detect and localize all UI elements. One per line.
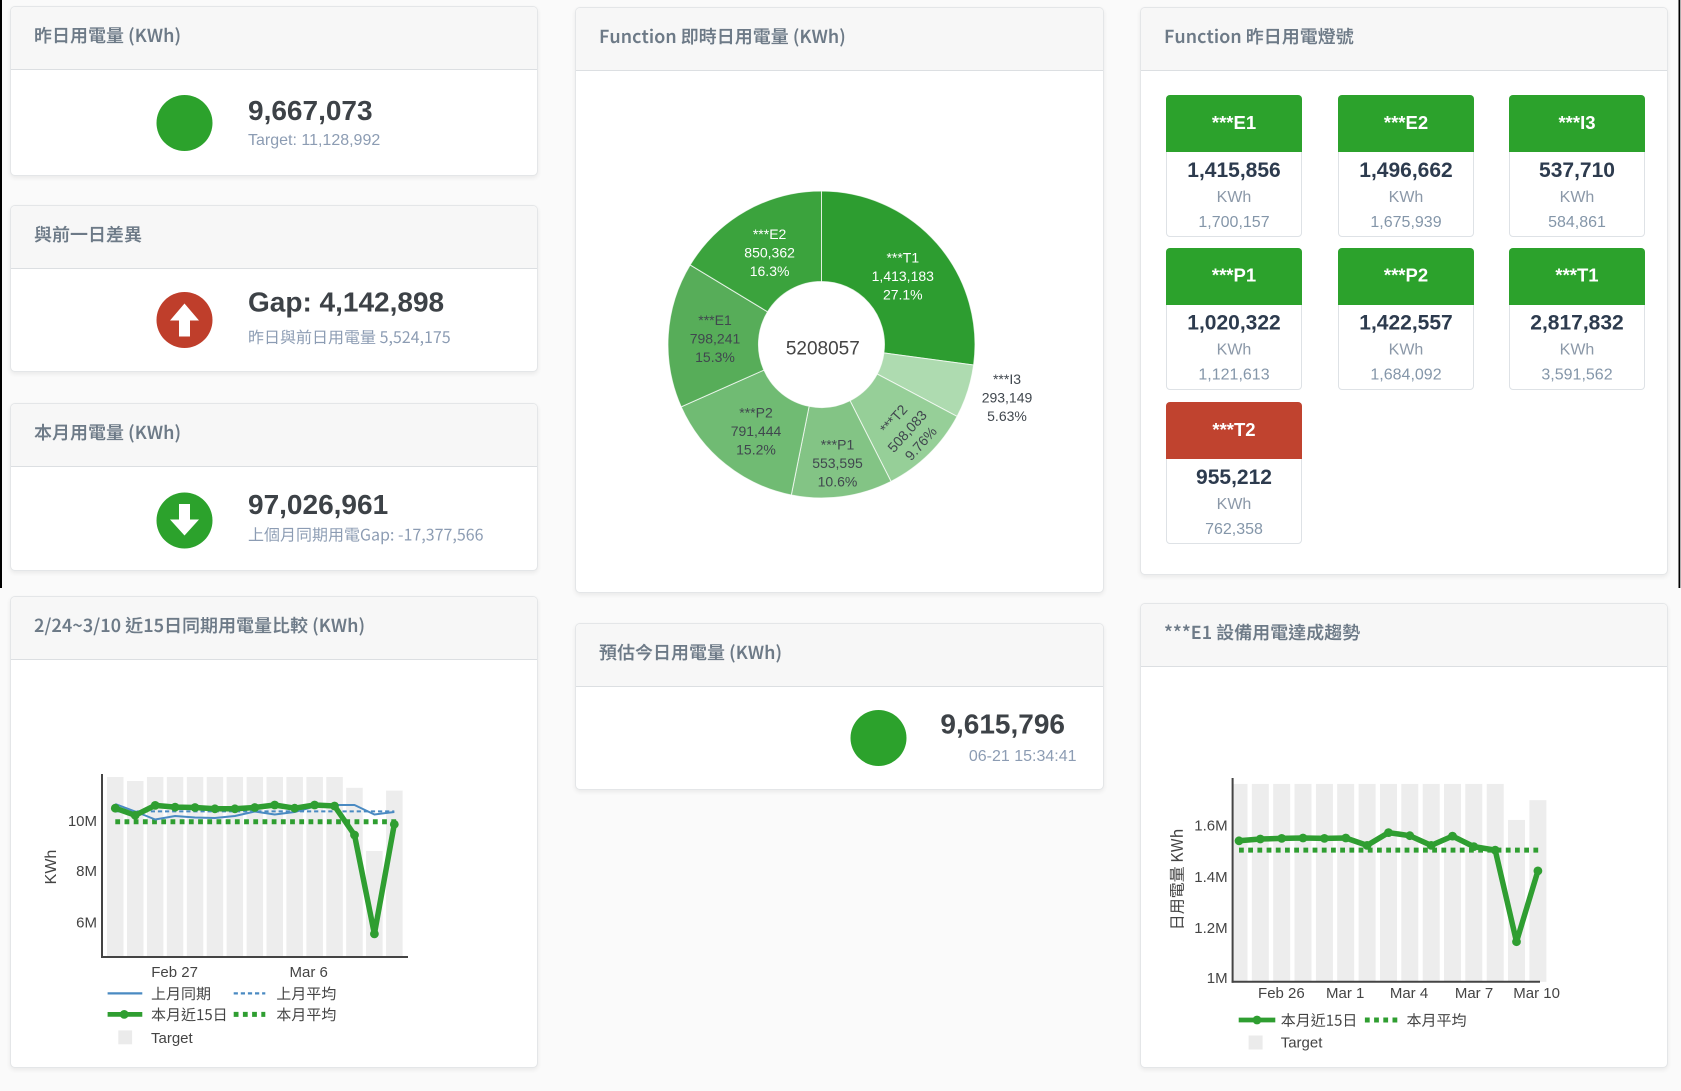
svg-text:KWh: KWh	[1389, 189, 1424, 206]
svg-text:15.3%: 15.3%	[695, 349, 735, 365]
svg-text:***E2: ***E2	[753, 226, 787, 242]
svg-text:KWh: KWh	[1560, 342, 1595, 359]
svg-text:1,700,157: 1,700,157	[1198, 214, 1269, 231]
svg-text:***P2: ***P2	[1384, 265, 1428, 286]
svg-text:762,358: 762,358	[1205, 521, 1263, 538]
svg-text:1.2M: 1.2M	[1194, 920, 1227, 937]
svg-text:1,413,183: 1,413,183	[872, 268, 934, 284]
svg-text:1,121,613: 1,121,613	[1198, 367, 1269, 384]
svg-text:Target: Target	[1281, 1035, 1324, 1052]
svg-text:Mar 1: Mar 1	[1326, 985, 1364, 1002]
svg-text:KWh: KWh	[43, 850, 60, 885]
svg-text:5.63%: 5.63%	[987, 408, 1027, 424]
svg-text:***T1: ***T1	[1555, 265, 1598, 286]
svg-text:293,149: 293,149	[982, 390, 1033, 406]
svg-text:8M: 8M	[76, 863, 97, 880]
svg-text:KWh: KWh	[1560, 189, 1595, 206]
svg-text:537,710: 537,710	[1539, 159, 1615, 182]
svg-text:Feb 27: Feb 27	[151, 964, 198, 981]
svg-text:***E1: ***E1	[698, 312, 732, 328]
svg-text:2,817,832: 2,817,832	[1530, 312, 1623, 335]
svg-text:1,684,092: 1,684,092	[1370, 367, 1441, 384]
svg-text:1.4M: 1.4M	[1194, 869, 1227, 886]
svg-text:Mar 6: Mar 6	[290, 964, 328, 981]
svg-text:***T1: ***T1	[886, 250, 919, 266]
svg-text:97,026,961: 97,026,961	[248, 489, 388, 520]
svg-text:955,212: 955,212	[1196, 466, 1272, 489]
svg-text:***E1: ***E1	[1212, 112, 1256, 133]
svg-text:10.6%: 10.6%	[818, 473, 858, 489]
svg-text:***P1: ***P1	[821, 437, 855, 453]
svg-text:KWh: KWh	[1217, 496, 1252, 513]
svg-text:15.2%: 15.2%	[736, 441, 776, 457]
svg-text:KWh: KWh	[1217, 342, 1252, 359]
svg-text:Mar 7: Mar 7	[1455, 985, 1493, 1002]
svg-text:1,422,557: 1,422,557	[1359, 312, 1452, 335]
svg-text:1M: 1M	[1207, 970, 1228, 987]
svg-text:Mar 4: Mar 4	[1390, 985, 1428, 1002]
svg-text:584,861: 584,861	[1548, 214, 1606, 231]
svg-text:553,595: 553,595	[812, 455, 863, 471]
svg-text:27.1%: 27.1%	[883, 286, 923, 302]
svg-text:Target: 11,128,992: Target: 11,128,992	[248, 132, 380, 149]
svg-text:1,415,856: 1,415,856	[1187, 159, 1280, 182]
svg-text:10M: 10M	[68, 813, 97, 830]
svg-text:6M: 6M	[76, 915, 97, 932]
svg-text:***P2: ***P2	[739, 405, 773, 421]
svg-text:9,615,796: 9,615,796	[940, 709, 1065, 740]
svg-text:KWh: KWh	[1389, 342, 1424, 359]
svg-text:850,362: 850,362	[744, 245, 795, 261]
svg-text:1.6M: 1.6M	[1194, 818, 1227, 835]
svg-text:16.3%: 16.3%	[750, 263, 790, 279]
svg-text:***I3: ***I3	[993, 371, 1021, 387]
svg-text:Target: Target	[151, 1030, 194, 1047]
svg-text:06-21 15:34:41: 06-21 15:34:41	[969, 748, 1077, 765]
svg-text:***E2: ***E2	[1384, 112, 1428, 133]
svg-text:3,591,562: 3,591,562	[1541, 367, 1612, 384]
svg-text:Mar 10: Mar 10	[1513, 985, 1560, 1002]
svg-text:798,241: 798,241	[690, 331, 741, 347]
svg-text:5208057: 5208057	[786, 339, 860, 360]
svg-text:KWh: KWh	[1217, 189, 1252, 206]
svg-text:791,444: 791,444	[731, 423, 782, 439]
svg-text:***T2: ***T2	[1212, 419, 1255, 440]
svg-text:1,020,322: 1,020,322	[1187, 312, 1280, 335]
svg-text:***P1: ***P1	[1212, 265, 1256, 286]
svg-text:***I3: ***I3	[1558, 112, 1595, 133]
svg-text:1,675,939: 1,675,939	[1370, 214, 1441, 231]
svg-text:9,667,073: 9,667,073	[248, 95, 373, 126]
svg-text:1,496,662: 1,496,662	[1359, 159, 1452, 182]
svg-text:Gap: 4,142,898: Gap: 4,142,898	[248, 287, 444, 318]
svg-text:Feb 26: Feb 26	[1258, 985, 1305, 1002]
